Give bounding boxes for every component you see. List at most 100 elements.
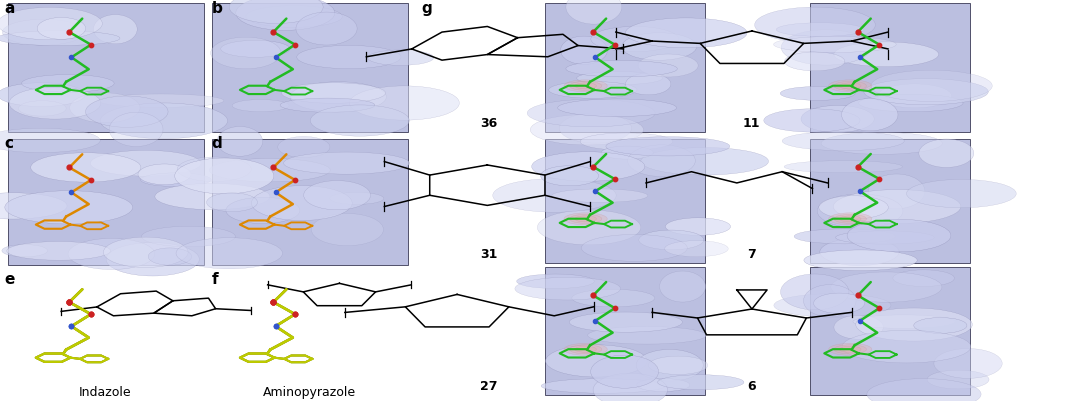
Ellipse shape [859, 94, 963, 112]
Text: g: g [421, 1, 432, 16]
Bar [212, 139, 408, 265]
Ellipse shape [566, 0, 622, 24]
Bar [8, 3, 204, 132]
Ellipse shape [141, 226, 235, 247]
Ellipse shape [834, 215, 866, 223]
Point [265, 299, 282, 305]
Ellipse shape [297, 45, 401, 69]
Ellipse shape [893, 270, 955, 286]
Ellipse shape [764, 109, 860, 132]
Point [586, 318, 604, 324]
Bar [689, 267, 810, 395]
Point [586, 188, 604, 194]
Ellipse shape [564, 80, 607, 92]
Ellipse shape [2, 245, 48, 257]
Ellipse shape [0, 31, 120, 46]
Text: 31: 31 [481, 248, 498, 261]
Ellipse shape [30, 153, 140, 182]
Ellipse shape [527, 99, 656, 127]
Ellipse shape [575, 83, 596, 89]
Ellipse shape [154, 183, 270, 210]
Ellipse shape [552, 189, 648, 203]
Ellipse shape [625, 73, 671, 95]
Ellipse shape [831, 272, 942, 302]
Ellipse shape [773, 36, 896, 53]
Text: 7: 7 [747, 248, 756, 261]
Point [851, 54, 868, 61]
Bar [212, 275, 408, 397]
Ellipse shape [636, 349, 703, 381]
Ellipse shape [18, 101, 66, 116]
Ellipse shape [22, 75, 114, 92]
Point [870, 176, 888, 182]
Ellipse shape [329, 192, 383, 205]
Bar [424, 139, 545, 263]
Point [851, 318, 868, 324]
Ellipse shape [572, 289, 654, 307]
Ellipse shape [593, 373, 667, 401]
Ellipse shape [927, 370, 989, 389]
Ellipse shape [100, 103, 228, 139]
Ellipse shape [919, 139, 974, 168]
Point [286, 311, 303, 318]
Ellipse shape [577, 71, 662, 85]
Bar [810, 139, 970, 263]
Text: 36: 36 [481, 117, 498, 130]
Ellipse shape [541, 166, 598, 186]
Ellipse shape [350, 86, 459, 120]
Ellipse shape [834, 190, 961, 223]
Point [265, 299, 282, 305]
Ellipse shape [569, 215, 602, 223]
Point [606, 305, 623, 311]
Point [82, 311, 99, 318]
Point [267, 323, 284, 330]
Text: c: c [4, 136, 13, 151]
Point [60, 299, 78, 305]
Ellipse shape [515, 277, 620, 300]
Point [586, 54, 604, 61]
Ellipse shape [68, 239, 154, 269]
Point [849, 292, 866, 299]
Ellipse shape [282, 83, 386, 103]
Point [286, 311, 303, 318]
Ellipse shape [834, 42, 939, 67]
Ellipse shape [235, 0, 335, 30]
Ellipse shape [934, 348, 1002, 379]
Ellipse shape [94, 14, 137, 44]
Point [63, 323, 80, 330]
Point [82, 177, 99, 183]
Ellipse shape [639, 230, 704, 250]
Ellipse shape [847, 219, 950, 252]
Ellipse shape [109, 112, 163, 146]
Ellipse shape [855, 308, 972, 341]
Ellipse shape [252, 186, 352, 221]
Ellipse shape [658, 375, 744, 390]
Ellipse shape [839, 346, 861, 352]
Ellipse shape [4, 191, 133, 224]
Bar [545, 267, 705, 395]
Text: Indazole: Indazole [79, 386, 131, 399]
Point [267, 323, 284, 330]
Ellipse shape [828, 80, 872, 92]
Point [584, 292, 602, 299]
Ellipse shape [566, 61, 677, 77]
Point [82, 41, 99, 48]
Ellipse shape [310, 105, 409, 136]
Ellipse shape [575, 216, 596, 222]
Ellipse shape [106, 243, 200, 276]
Ellipse shape [818, 194, 903, 228]
Ellipse shape [868, 174, 924, 209]
Bar [424, 267, 545, 395]
Point [606, 176, 623, 182]
Ellipse shape [828, 343, 872, 355]
Ellipse shape [801, 105, 874, 132]
Bar [689, 139, 810, 263]
Ellipse shape [549, 81, 637, 98]
Text: Aminopyrazole: Aminopyrazole [264, 386, 356, 399]
Ellipse shape [564, 213, 607, 225]
Ellipse shape [291, 82, 387, 112]
Ellipse shape [867, 379, 981, 401]
Ellipse shape [575, 346, 596, 352]
Point [606, 41, 623, 48]
Text: 27: 27 [481, 380, 498, 393]
